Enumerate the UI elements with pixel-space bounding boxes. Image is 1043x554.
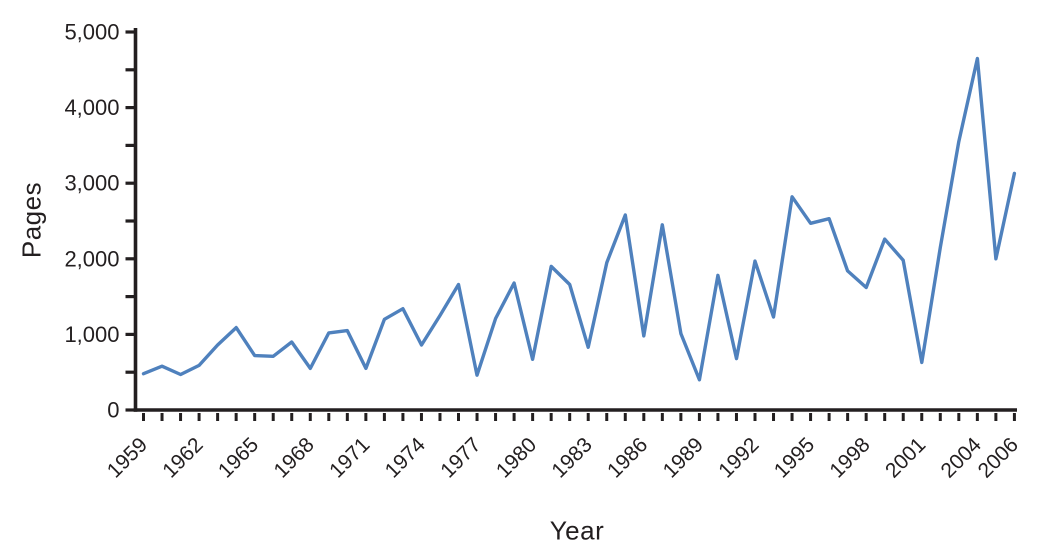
x-tick-label: 1974 (381, 433, 431, 483)
x-tick-label: 1962 (158, 433, 207, 482)
x-tick-label: 1983 (547, 433, 596, 482)
y-tick-label: 3,000 (64, 171, 119, 196)
y-tick-label: 2,000 (64, 246, 119, 271)
x-axis-title: Year (549, 515, 605, 546)
x-tick-label: 1989 (659, 433, 708, 482)
x-tick-label: 1971 (325, 433, 374, 482)
x-tick-label: 1992 (714, 433, 763, 482)
x-tick-label: 1986 (603, 433, 652, 482)
x-tick-label: 1980 (492, 433, 541, 482)
pages-series-line (141, 56, 1017, 382)
x-tick-label: 1995 (770, 433, 819, 482)
x-tick-label: 1965 (214, 433, 263, 482)
y-tick-label: 1,000 (64, 322, 119, 347)
x-tick-label: 1968 (270, 433, 319, 482)
x-tick-label: 1998 (825, 433, 874, 482)
y-tick-label: 0 (107, 398, 119, 423)
x-tick-label: 2004 (937, 433, 987, 483)
y-tick-label: 4,000 (64, 95, 119, 120)
x-tick-label: 1977 (436, 433, 485, 482)
y-axis-title: Pages (16, 181, 47, 259)
y-tick-label: 5,000 (64, 20, 119, 45)
x-tick-label: 2001 (881, 433, 930, 482)
x-tick-label: 1959 (103, 433, 152, 482)
x-tick-label: 2006 (974, 433, 1023, 482)
